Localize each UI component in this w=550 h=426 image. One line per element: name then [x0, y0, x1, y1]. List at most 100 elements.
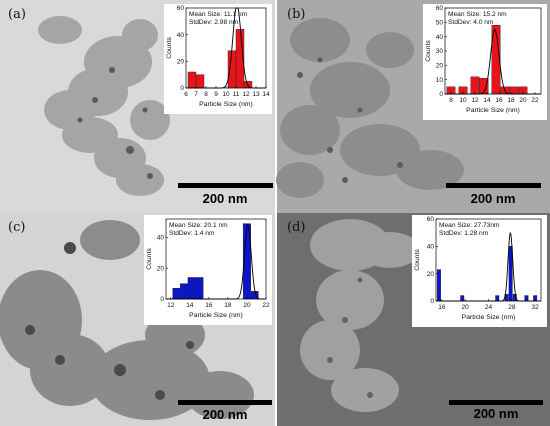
histogram-bar — [187, 71, 197, 89]
x-tick-label: 13 — [252, 91, 260, 98]
x-tick-label: 22 — [262, 302, 270, 309]
y-tick-label: 0 — [180, 85, 184, 92]
y-tick-label: 30 — [436, 48, 444, 55]
x-tick-label: 12 — [471, 97, 479, 104]
y-tick-label: 20 — [177, 59, 185, 66]
x-tick-label: 22 — [531, 97, 539, 104]
x-axis-label: Particle Size (nm) — [189, 312, 243, 319]
y-axis-label: Counts — [414, 249, 421, 271]
y-tick-label: 20 — [436, 63, 444, 70]
panel-d-scale-bar — [449, 400, 543, 405]
histogram-bar — [187, 277, 196, 300]
y-tick-label: 0 — [439, 91, 443, 98]
panel-c-dark-grains — [25, 242, 194, 400]
y-tick-label: 0 — [430, 298, 434, 305]
x-axis-label: Particle Size (nm) — [466, 107, 520, 114]
inset-background — [412, 215, 547, 327]
stats-annotation: StdDev: 4.0 nm — [448, 19, 494, 26]
histogram-d: 16 20 24 28 32 0 20 40 60 Particle Size (nm) Count… — [412, 215, 547, 327]
x-tick-label: 18 — [507, 97, 515, 104]
y-axis-label: Counts — [166, 37, 173, 59]
stats-annotation: StdDev: 1.4 nm — [169, 230, 215, 237]
y-tick-label: 10 — [436, 77, 444, 84]
x-tick-label: 8 — [449, 97, 453, 104]
x-tick-label: 16 — [495, 97, 503, 104]
x-tick-label: 9 — [214, 91, 218, 98]
panel-a-label: (a) — [8, 7, 26, 22]
inset-background — [164, 4, 272, 114]
histogram-bar — [172, 288, 181, 300]
panel-a-scale-bar — [178, 183, 273, 188]
y-axis-label: Counts — [425, 40, 432, 62]
panel-d-dark-grains — [327, 277, 373, 398]
x-axis-label: Particle Size (nm) — [199, 101, 253, 108]
y-axis-label: Counts — [146, 248, 153, 270]
x-tick-label: 8 — [204, 91, 208, 98]
x-tick-label: 20 — [519, 97, 527, 104]
x-tick-label: 24 — [485, 304, 493, 311]
histogram-bar — [436, 269, 441, 302]
panel-c-scale-bar — [178, 400, 272, 405]
x-tick-label: 14 — [262, 91, 270, 98]
panel-d-scale-label: 200 nm — [474, 406, 519, 421]
y-tick-label: 50 — [436, 20, 444, 27]
panel-b-scale-label: 200 nm — [471, 191, 516, 206]
histogram-c: 12 14 16 18 20 22 0 20 40 Particle Size (nm) Count… — [144, 215, 272, 325]
panel-b: (b) 200 nm — [276, 0, 550, 213]
histogram-a: 6 7 8 9 10 11 12 13 14 0 20 40 60 Particle Size (nm) C… — [164, 4, 272, 114]
histogram-bar — [470, 76, 480, 95]
x-tick-label: 20 — [462, 304, 470, 311]
panel-a-particles — [38, 16, 170, 196]
stats-annotation: StdDev: 1.28 nm — [439, 230, 489, 237]
histogram-bar — [195, 277, 204, 300]
histogram-bar — [524, 295, 529, 302]
x-tick-label: 14 — [483, 97, 491, 104]
panel-c-label: (c) — [8, 220, 25, 235]
x-tick-label: 7 — [194, 91, 198, 98]
x-tick-label: 32 — [532, 304, 540, 311]
panel-d-label: (d) — [287, 220, 305, 235]
stats-annotation: Mean Size: 11.1 nm — [189, 11, 248, 18]
panel-c-scale-label: 200 nm — [203, 407, 248, 422]
inset-background — [423, 4, 547, 120]
x-tick-label: 10 — [459, 97, 467, 104]
histogram-b: 8 10 12 14 16 18 20 22 0 10 20 30 40 50 60 Particle Siz… — [423, 4, 547, 120]
y-tick-label: 40 — [157, 235, 165, 242]
y-tick-label: 20 — [157, 265, 165, 272]
panel-b-dark-grains — [297, 57, 403, 183]
y-tick-label: 20 — [427, 271, 435, 278]
x-tick-label: 14 — [186, 302, 194, 309]
x-tick-label: 6 — [184, 91, 188, 98]
histogram-bar — [227, 50, 237, 89]
stats-annotation: Mean Size: 15.2 nm — [448, 11, 507, 18]
x-tick-label: 10 — [222, 91, 230, 98]
x-tick-label: 18 — [224, 302, 232, 309]
x-tick-label: 16 — [438, 304, 446, 311]
panel-d-particles — [300, 219, 420, 412]
x-axis-label: Particle Size (nm) — [462, 314, 516, 321]
panel-b-label: (b) — [287, 7, 305, 22]
histogram-bar — [195, 74, 205, 89]
y-tick-label: 60 — [427, 216, 435, 223]
panel-b-scale-bar — [446, 183, 541, 188]
y-tick-label: 40 — [436, 34, 444, 41]
x-tick-label: 12 — [242, 91, 250, 98]
stats-annotation: StdDev: 2.98 nm — [189, 19, 239, 26]
x-tick-label: 16 — [205, 302, 213, 309]
y-tick-label: 60 — [436, 5, 444, 12]
histogram-bar — [180, 283, 189, 300]
panel-a-scale-label: 200 nm — [203, 191, 248, 206]
y-tick-label: 0 — [160, 296, 164, 303]
x-tick-label: 12 — [167, 302, 175, 309]
y-tick-label: 40 — [177, 32, 185, 39]
panel-a-dark-grains — [77, 67, 153, 179]
histogram-bar — [508, 246, 513, 302]
y-tick-label: 40 — [427, 244, 435, 251]
y-tick-label: 60 — [177, 5, 185, 12]
histogram-bar — [460, 295, 465, 302]
x-tick-label: 11 — [233, 91, 240, 98]
plot-frame — [165, 218, 267, 300]
x-tick-label: 28 — [508, 304, 516, 311]
stats-annotation: Mean Size: 20.1 nm — [169, 222, 228, 229]
